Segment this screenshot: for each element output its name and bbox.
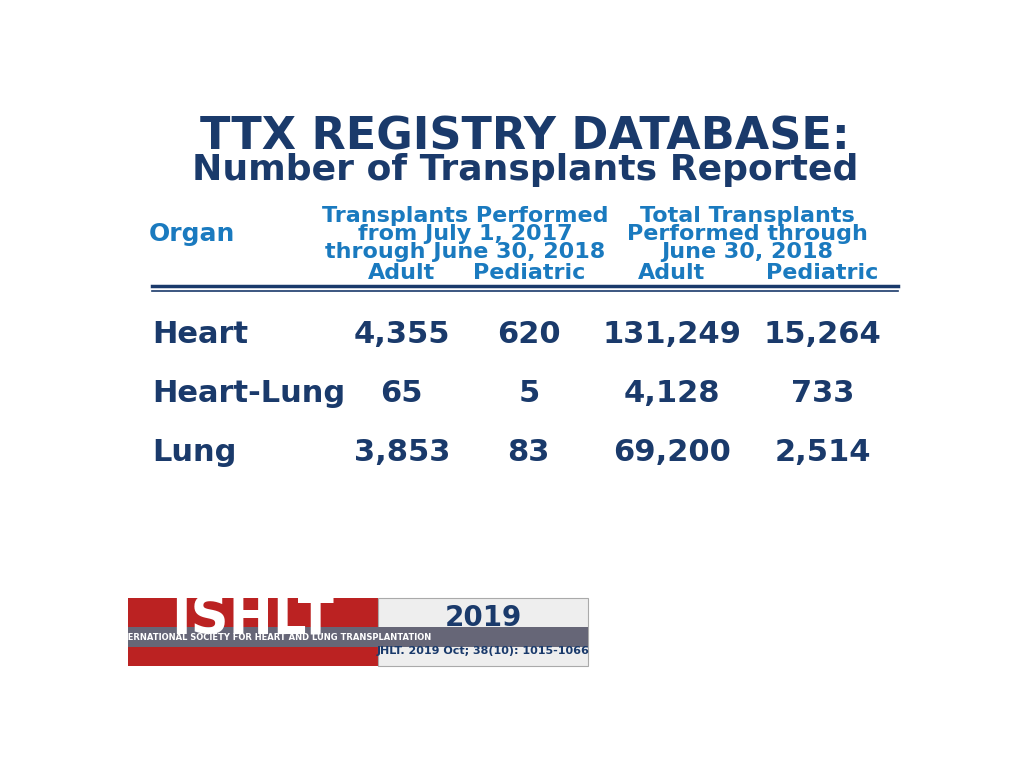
Text: Total Transplants: Total Transplants: [640, 207, 854, 227]
Text: 131,249: 131,249: [602, 320, 741, 349]
Text: 2019: 2019: [444, 604, 522, 632]
Text: from July 1, 2017: from July 1, 2017: [358, 224, 572, 244]
Text: through June 30, 2018: through June 30, 2018: [326, 242, 605, 262]
Text: ISHLT: ISHLT: [172, 594, 335, 646]
Text: ISHLT • INTERNATIONAL SOCIETY FOR HEART AND LUNG TRANSPLANTATION: ISHLT • INTERNATIONAL SOCIETY FOR HEART …: [75, 633, 431, 642]
Text: 4,128: 4,128: [624, 379, 720, 409]
Text: Organ: Organ: [148, 222, 234, 246]
Text: JHLT. 2019 Oct; 38(10): 1015-1066: JHLT. 2019 Oct; 38(10): 1015-1066: [377, 646, 590, 656]
Text: 69,200: 69,200: [612, 439, 730, 468]
Text: June 30, 2018: June 30, 2018: [662, 242, 833, 262]
Text: Number of Transplants Reported: Number of Transplants Reported: [191, 154, 858, 187]
Text: Heart-Lung: Heart-Lung: [152, 379, 345, 409]
Text: 5: 5: [518, 379, 540, 409]
Bar: [128, 598, 378, 666]
Text: 620: 620: [497, 320, 560, 349]
Text: Transplants Performed: Transplants Performed: [322, 207, 608, 227]
Text: 3,853: 3,853: [353, 439, 450, 468]
Text: 4,355: 4,355: [353, 320, 450, 349]
Text: Pediatric: Pediatric: [473, 263, 585, 283]
Text: 83: 83: [508, 439, 550, 468]
Text: 733: 733: [791, 379, 854, 409]
Text: 65: 65: [381, 379, 423, 409]
Text: TTX REGISTRY DATABASE:: TTX REGISTRY DATABASE:: [200, 115, 850, 158]
Text: Heart: Heart: [152, 320, 248, 349]
Text: Pediatric: Pediatric: [766, 263, 879, 283]
Text: 2,514: 2,514: [774, 439, 870, 468]
Bar: [378, 598, 589, 666]
Text: 15,264: 15,264: [764, 320, 882, 349]
Text: Adult: Adult: [638, 263, 706, 283]
Bar: [128, 627, 588, 647]
Text: Performed through: Performed through: [627, 224, 867, 244]
Text: Lung: Lung: [152, 439, 237, 468]
Text: Adult: Adult: [369, 263, 435, 283]
